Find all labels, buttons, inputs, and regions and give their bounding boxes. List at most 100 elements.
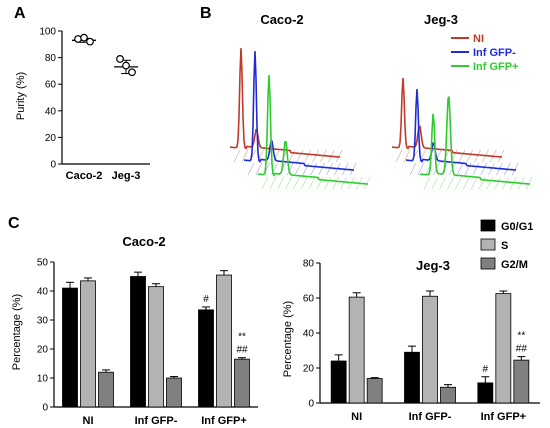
- histogram-hatch: [288, 149, 296, 163]
- histogram-hatch: [403, 149, 411, 163]
- histogram-hatch: [395, 149, 403, 163]
- histogram-hatch: [447, 176, 454, 190]
- jeg3-cycle-title: Jeg-3: [416, 258, 450, 273]
- purity-point: [128, 68, 136, 77]
- bar-s: [216, 274, 232, 408]
- purity-point: [86, 37, 94, 46]
- histogram-hatch: [308, 176, 316, 190]
- bar-y-tick-label: 10: [37, 374, 49, 385]
- legend-label: S: [501, 240, 508, 252]
- bar-s: [148, 286, 164, 408]
- histogram-hatch: [497, 149, 505, 163]
- purity-point: [116, 55, 124, 63]
- bar-category-label: NI: [351, 411, 362, 423]
- legend-label: G2/M: [501, 259, 528, 271]
- histogram-hatch: [439, 176, 446, 190]
- bar-y-tick-label: 80: [303, 259, 315, 270]
- bar-significance-mark: **: [517, 331, 525, 342]
- bar-s: [422, 295, 438, 404]
- bar-significance-mark: ##: [236, 345, 248, 356]
- histogram-hatch: [470, 176, 478, 190]
- purity-y-tick-label: 60: [45, 80, 57, 91]
- purity-category-jeg3: Jeg-3: [112, 170, 141, 182]
- bar-y-tick-label: 20: [37, 345, 49, 356]
- histogram-hatch: [293, 176, 300, 190]
- histogram-hatch: [332, 176, 339, 190]
- bar-significance-mark: #: [483, 364, 489, 375]
- bar-g2-m: [366, 378, 383, 404]
- cycle-legend: G0/G1 S G2/M: [480, 219, 533, 271]
- histogram-curve-inf-gfp: [419, 96, 531, 185]
- histogram-hatch: [463, 176, 470, 190]
- panel-label-b: B: [200, 5, 212, 22]
- histogram-hatch: [302, 162, 310, 176]
- histogram-hatch: [312, 149, 319, 163]
- histogram-hatch: [417, 162, 425, 176]
- purity-y-tick-label: 0: [50, 160, 56, 171]
- bar-y-tick-label: 20: [303, 364, 315, 375]
- legend-label: G0/G1: [501, 221, 533, 233]
- bar-s: [348, 296, 365, 404]
- histogram-hatch: [304, 149, 311, 163]
- histogram-hatch: [525, 176, 533, 190]
- purity-y-tick-label: 40: [45, 106, 57, 117]
- histogram-hatch: [502, 176, 509, 190]
- histogram-hatch: [285, 176, 292, 190]
- histogram-hatch: [464, 162, 472, 176]
- jeg3-cycle-y-axis-label: Percentage (%): [282, 301, 294, 377]
- bar-y-tick-label: 60: [303, 294, 315, 305]
- histogram-hatch: [456, 162, 464, 176]
- bar-g0-g1: [198, 309, 214, 408]
- histogram-hatch: [349, 162, 357, 176]
- histogram-hatch: [455, 176, 462, 190]
- histogram-hatch: [316, 176, 324, 190]
- bar-g0-g1: [330, 360, 347, 404]
- bar-y-tick-label: 0: [42, 403, 48, 414]
- purity-point: [122, 61, 130, 70]
- histogram-hatch: [494, 176, 501, 190]
- jeg3-cycle-chart: Jeg-3 Percentage (%) 0 20 40 60 80 NI Inf GFP-…: [282, 258, 540, 423]
- histogram-hatch: [273, 149, 280, 163]
- bar-g0-g1: [477, 382, 494, 404]
- histogram-hatch: [301, 176, 308, 190]
- bar-g2-m: [440, 386, 456, 404]
- bar-category-label: Inf GFP-: [409, 411, 452, 423]
- histogram-hatch: [269, 176, 277, 190]
- histogram-hatch: [363, 176, 371, 190]
- histogram-hatch: [247, 162, 255, 176]
- histogram-title-caco2: Caco-2: [260, 12, 303, 27]
- histogram-curve-ni: [391, 78, 503, 158]
- histogram-hatch: [478, 176, 486, 190]
- bar-y-tick-label: 40: [37, 287, 49, 298]
- histogram-hatch: [255, 162, 263, 176]
- purity-y-tick-label: 80: [45, 53, 57, 64]
- bar-category-label: NI: [83, 415, 94, 427]
- bar-g2-m: [98, 371, 114, 408]
- panel-label-a: A: [14, 5, 26, 22]
- histogram-curve-inf-gfp: [405, 89, 517, 171]
- legend-swatch: [480, 238, 496, 251]
- purity-point: [80, 33, 88, 42]
- histogram-hatch: [310, 162, 318, 176]
- histogram-hatch: [486, 176, 494, 190]
- caco2-cycle-y-axis-label: Percentage (%): [11, 294, 23, 370]
- histogram-hatch: [466, 149, 473, 163]
- panel-label-c: C: [8, 215, 20, 232]
- histogram-legend-label: Inf GFP+: [473, 61, 519, 73]
- histogram-hatch: [326, 162, 333, 176]
- bar-s: [495, 293, 512, 404]
- histogram-panel: Caco-2 Jeg-3 NI Inf GFP- Inf GFP+: [229, 12, 533, 190]
- bar-category-label: Inf GFP-: [135, 415, 178, 427]
- histogram-curve-ni: [229, 48, 341, 158]
- caco2-cycle-chart: Caco-2 Percentage (%) 0 10 20 30 40 50 NI Inf G…: [11, 234, 258, 427]
- bar-g0-g1: [404, 351, 420, 404]
- bar-g2-m: [513, 359, 530, 404]
- histogram-hatch: [233, 149, 241, 163]
- bar-y-tick-label: 0: [308, 399, 314, 410]
- histogram-hatch: [472, 162, 480, 176]
- histogram-hatch: [340, 176, 347, 190]
- bar-significance-mark: **: [238, 332, 246, 343]
- histogram-hatch: [287, 162, 294, 176]
- histogram-hatch: [488, 162, 495, 176]
- histogram-hatch: [335, 149, 343, 163]
